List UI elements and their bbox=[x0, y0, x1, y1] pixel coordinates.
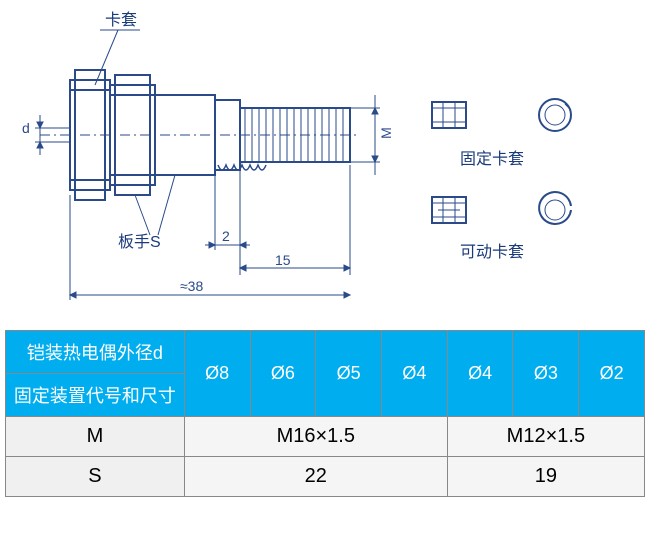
col-d4a: Ø4 bbox=[382, 331, 448, 417]
dim-2-label: 2 bbox=[222, 228, 230, 244]
col-d6: Ø6 bbox=[250, 331, 316, 417]
dim-d-label: d bbox=[22, 120, 30, 136]
cell-m16: M16×1.5 bbox=[184, 417, 447, 457]
row-m-label: M bbox=[6, 417, 185, 457]
col-d4b: Ø4 bbox=[447, 331, 513, 417]
cell-m12: M12×1.5 bbox=[447, 417, 644, 457]
fixed-ferrule-label: 固定卡套 bbox=[460, 145, 524, 169]
ferrule-label: 卡套 bbox=[105, 6, 137, 30]
table-row: M M16×1.5 M12×1.5 bbox=[6, 417, 645, 457]
dim-15-label: 15 bbox=[275, 252, 291, 268]
col-d3: Ø3 bbox=[513, 331, 579, 417]
wrench-label: 板手S bbox=[118, 228, 161, 252]
cell-s22: 22 bbox=[184, 457, 447, 497]
col-d8: Ø8 bbox=[184, 331, 250, 417]
col-d5: Ø5 bbox=[316, 331, 382, 417]
table-row: S 22 19 bbox=[6, 457, 645, 497]
spec-table: 铠装热电偶外径d Ø8 Ø6 Ø5 Ø4 Ø4 Ø3 Ø2 固定装置代号和尺寸 … bbox=[5, 330, 645, 497]
engineering-diagram: 卡套 板手S 固定卡套 可动卡套 d M 2 15 ≈38 bbox=[0, 0, 650, 320]
row-s-label: S bbox=[6, 457, 185, 497]
cell-s19: 19 bbox=[447, 457, 644, 497]
col-d2: Ø2 bbox=[579, 331, 645, 417]
dim-38-label: ≈38 bbox=[180, 278, 203, 294]
fitting-drawing bbox=[0, 0, 650, 320]
header-fix-device: 固定装置代号和尺寸 bbox=[6, 374, 185, 417]
dim-m-label: M bbox=[378, 127, 394, 139]
movable-ferrule-label: 可动卡套 bbox=[460, 238, 524, 262]
header-outer-diameter: 铠装热电偶外径d bbox=[6, 331, 185, 374]
